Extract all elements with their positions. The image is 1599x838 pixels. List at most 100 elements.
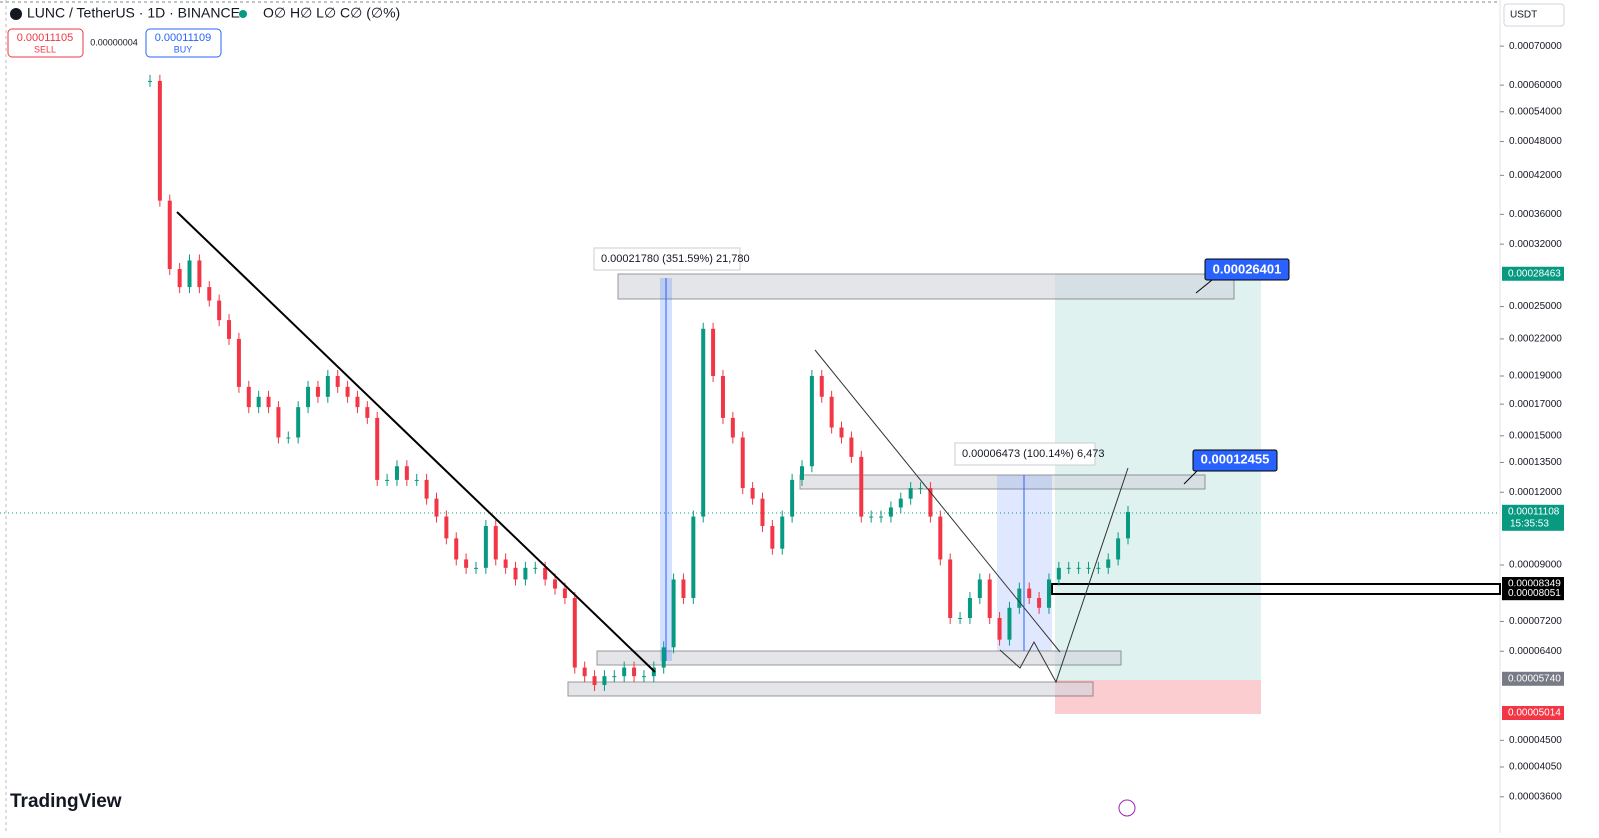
sell-button[interactable] [7,28,84,58]
candle [671,579,676,648]
candle [1027,588,1032,598]
candle [483,526,488,568]
candles [148,74,1130,692]
candle [780,516,785,549]
candle [246,386,251,408]
projection [999,467,1129,684]
candle [928,488,933,517]
candle [444,516,449,539]
price-label-box [1502,705,1564,720]
candle [809,375,814,467]
tick-label: 0.00003600 [1509,791,1562,802]
price-label-box [1502,671,1564,686]
price-label: 0.00008349 [1508,579,1561,590]
candle [404,466,409,480]
candle [543,567,548,580]
ohlc: O∅ H∅ L∅ C∅ (∅%) [263,5,400,21]
tick-label: 0.00017000 [1509,399,1562,410]
buy-label: BUY [174,44,193,54]
candle [918,488,923,490]
spread: 0.00000004 [90,37,138,47]
candle [641,676,646,678]
price-label-box [1502,266,1564,281]
candle [750,488,755,499]
candle [513,567,518,580]
zone [567,681,1094,697]
measure-label [593,247,741,271]
candle [967,597,972,618]
tick-label: 0.00036000 [1509,209,1562,220]
tick-label: 0.00054000 [1509,106,1562,117]
candle [622,667,627,677]
candle [720,375,725,418]
price-label: 0.00008051 [1508,588,1561,599]
trendline [814,349,1061,653]
candle [849,437,854,457]
zone [1051,583,1501,595]
candle [197,260,202,288]
candle [681,579,686,598]
callout-text: 0.00026401 [1213,261,1282,276]
candle [306,386,311,408]
candle [1126,511,1130,539]
zone [617,273,1235,300]
candle [888,507,893,517]
tick-label: 0.00019000 [1509,371,1562,382]
candle [612,676,617,678]
candle [839,427,844,438]
measure-text: 0.00006473 (100.14%) 6,473 [962,448,1105,460]
candle [572,597,577,668]
candle [1086,567,1091,569]
zone [596,650,1122,666]
candle [869,516,874,518]
candle [227,320,232,339]
brand: TradingView [10,791,122,812]
candle [533,567,538,569]
candle [770,526,775,549]
candle [523,567,528,580]
candle [1017,588,1022,608]
tick-label: 0.00015000 [1509,430,1562,441]
tick-label: 0.00022000 [1509,334,1562,345]
candle [632,667,637,677]
candle [148,80,152,82]
currency-button[interactable] [1503,3,1565,27]
tick-label: 0.00004500 [1509,735,1562,746]
status-dot [239,10,247,18]
candle [474,567,478,569]
candle [424,479,429,499]
candle [829,396,834,428]
tick-label: 0.00042000 [1509,170,1562,181]
buy-button[interactable] [145,28,222,58]
candle [1096,567,1101,569]
candle [394,466,399,480]
flash-icon[interactable] [1118,799,1136,817]
candle [355,396,360,408]
candle [325,375,330,397]
candle [276,407,281,438]
price-label: 0.00028463 [1508,268,1561,279]
candle [207,287,212,301]
candle [1116,538,1121,560]
price-label-box [1502,586,1564,601]
sell-label: SELL [34,44,56,54]
callout [1204,258,1290,281]
candle [1007,607,1012,640]
candle [661,647,666,668]
callout [1192,449,1278,472]
measure-label [954,442,1096,466]
candle [236,338,241,387]
candle [414,479,419,481]
candle [898,498,903,508]
measure-text: 0.00021780 (351.59%) 21,780 [601,253,750,265]
candle [958,617,963,619]
countdown: 15:35:53 [1510,518,1549,529]
candle [760,498,765,527]
candle [553,579,558,589]
tick-label: 0.00009000 [1509,560,1562,571]
candle [800,466,804,480]
symbol[interactable]: LUNC / TetherUS · 1D · BINANCE [27,5,240,21]
candle [740,437,745,489]
candle [879,516,884,518]
